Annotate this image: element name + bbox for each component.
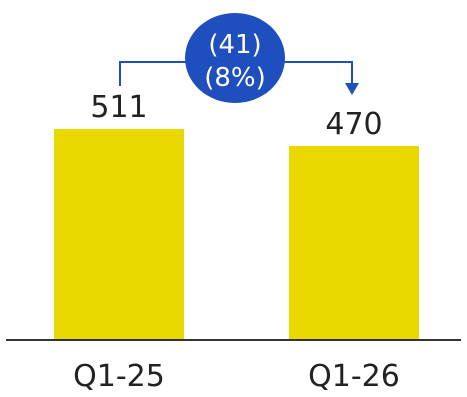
value-label-q1-25: 511 <box>90 90 147 125</box>
x-tick-labels-layer: Q1-25 Q1-26 <box>73 359 400 394</box>
value-labels-layer: 511 470 <box>90 90 382 142</box>
x-tick-label-q1-26: Q1-26 <box>308 359 400 393</box>
x-tick-label-q1-25: Q1-25 <box>73 359 165 393</box>
change-percent-label: (8%) <box>204 63 266 93</box>
change-bubble <box>185 13 285 103</box>
bars-layer <box>54 129 419 340</box>
arrow-down-icon <box>345 83 359 95</box>
bar-q1-25 <box>54 129 184 340</box>
bar-q1-26 <box>289 145 419 340</box>
value-label-q1-26: 470 <box>325 107 382 142</box>
change-absolute-label: (41) <box>208 30 261 60</box>
change-callout: (41) (8%) <box>119 13 359 103</box>
